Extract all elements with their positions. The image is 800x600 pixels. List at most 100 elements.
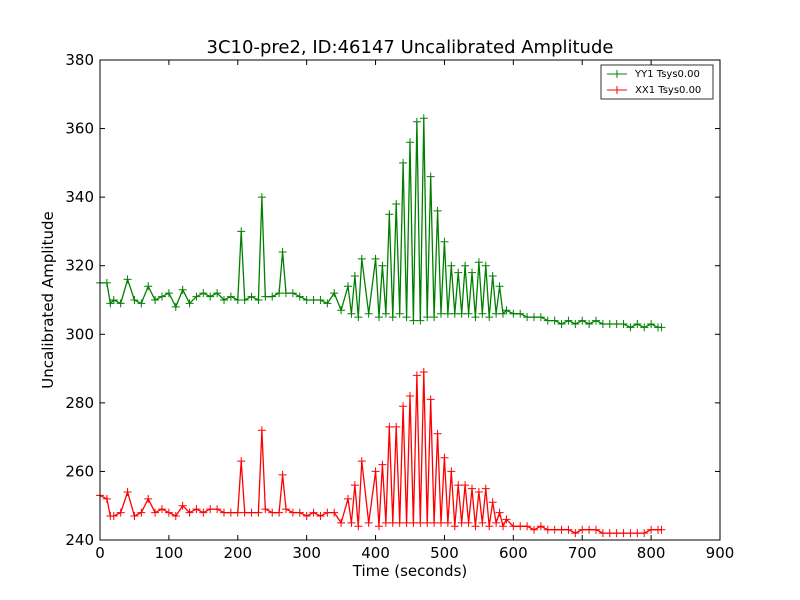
data-point xyxy=(116,508,125,517)
data-point xyxy=(309,508,318,517)
data-point xyxy=(478,309,487,318)
data-point xyxy=(116,299,125,308)
data-point xyxy=(395,309,404,318)
data-point xyxy=(137,508,146,517)
data-point xyxy=(523,313,532,322)
data-point xyxy=(454,481,463,490)
data-point xyxy=(282,289,290,298)
plot-area-frame xyxy=(99,59,721,541)
data-point xyxy=(178,501,187,510)
data-point xyxy=(557,320,566,328)
data-point xyxy=(619,529,628,538)
data-point xyxy=(330,508,339,517)
data-point xyxy=(323,299,332,308)
data-point xyxy=(612,320,621,328)
data-point xyxy=(354,313,363,322)
data-point xyxy=(447,261,456,270)
data-point xyxy=(233,508,242,517)
data-point xyxy=(185,508,194,517)
data-point xyxy=(647,320,656,328)
data-point xyxy=(543,525,552,534)
data-point xyxy=(137,299,146,308)
data-point xyxy=(471,313,480,322)
data-point xyxy=(144,494,153,503)
x-tick-label: 200 xyxy=(223,544,252,562)
data-point xyxy=(395,518,404,527)
data-point xyxy=(354,522,363,531)
data-point xyxy=(364,309,373,318)
data-point xyxy=(378,460,387,469)
data-point xyxy=(495,282,504,291)
y-tick-label: 240 xyxy=(65,531,94,549)
data-point xyxy=(350,272,359,280)
data-point xyxy=(371,254,380,263)
data-point xyxy=(433,206,442,215)
legend-label-yy1: YY1 Tsys0.00 xyxy=(634,69,700,80)
data-point xyxy=(278,470,287,479)
data-point xyxy=(164,289,173,298)
data-point xyxy=(347,309,356,318)
data-point xyxy=(151,508,160,517)
data-point xyxy=(185,299,194,308)
data-point xyxy=(357,254,366,263)
data-point xyxy=(564,316,573,325)
data-point xyxy=(502,515,511,524)
legend: YY1 Tsys0.00 XX1 Tsys0.00 xyxy=(600,64,714,100)
data-point xyxy=(275,289,284,298)
data-point xyxy=(564,525,573,534)
data-point xyxy=(171,302,180,311)
data-point xyxy=(423,313,432,322)
y-tick-label: 380 xyxy=(65,51,94,69)
data-point xyxy=(282,505,290,514)
data-point xyxy=(316,512,325,520)
x-tick-label: 500 xyxy=(430,544,459,562)
data-point xyxy=(416,316,425,325)
data-point xyxy=(592,525,600,534)
data-point xyxy=(144,282,153,291)
data-point xyxy=(406,138,414,147)
data-point xyxy=(226,292,235,301)
data-point xyxy=(164,508,173,517)
data-point xyxy=(430,518,439,527)
x-tick-label: 600 xyxy=(499,544,528,562)
data-point xyxy=(347,518,356,527)
data-point xyxy=(592,316,600,325)
data-point xyxy=(109,296,118,304)
x-tick-label: 0 xyxy=(95,544,105,562)
data-point xyxy=(412,117,421,126)
data-point xyxy=(419,368,428,376)
data-point xyxy=(585,320,594,328)
data-point xyxy=(578,525,587,534)
data-point xyxy=(375,313,383,322)
data-point xyxy=(605,320,614,328)
data-point xyxy=(619,320,628,328)
data-point xyxy=(481,261,490,270)
data-point xyxy=(109,512,118,520)
data-point xyxy=(278,248,287,256)
data-point xyxy=(516,309,525,318)
data-point xyxy=(536,522,545,531)
data-point xyxy=(123,275,132,284)
data-point xyxy=(357,457,366,466)
x-tick-label: 300 xyxy=(292,544,321,562)
data-point xyxy=(657,525,666,534)
data-point xyxy=(409,518,418,527)
x-tick-label: 800 xyxy=(637,544,666,562)
data-point xyxy=(199,289,208,298)
data-point xyxy=(192,292,201,301)
y-tick-label: 360 xyxy=(65,120,94,138)
data-point xyxy=(254,508,263,517)
data-point xyxy=(633,529,642,538)
data-point xyxy=(381,309,390,318)
data-point xyxy=(488,272,497,280)
data-point xyxy=(492,309,501,318)
data-point xyxy=(516,522,525,531)
data-point xyxy=(585,525,594,534)
data-point xyxy=(509,522,518,531)
data-point xyxy=(478,518,487,527)
data-point xyxy=(412,371,421,380)
data-point xyxy=(316,296,325,304)
data-point xyxy=(454,268,463,277)
data-point xyxy=(257,193,266,202)
